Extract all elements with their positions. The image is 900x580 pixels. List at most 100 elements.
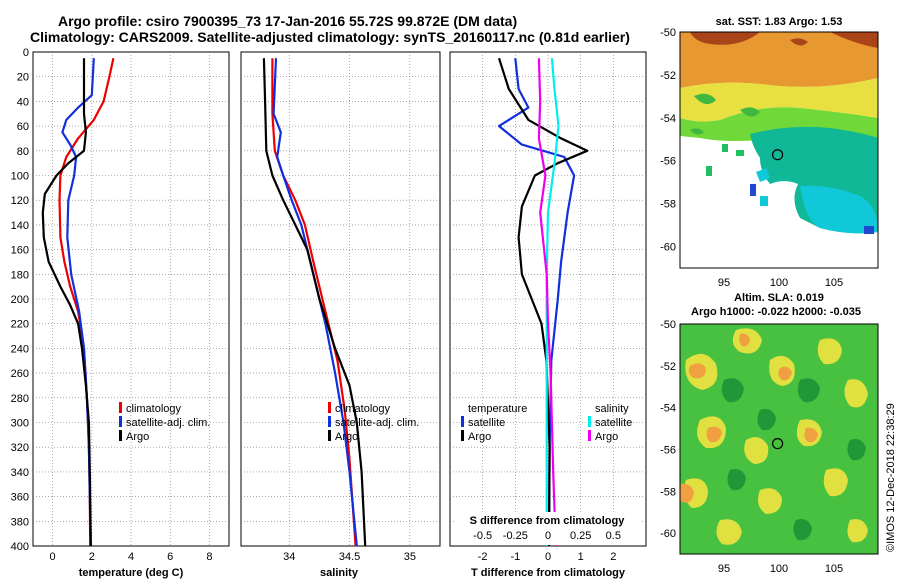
x-tick-label: 0 [50,551,56,563]
sst-lime-patches [690,93,760,135]
sla-map-tick-labels: -50 -52 -54 -56 -58 -60 95 100 105 [660,319,843,575]
depth-tick-label: 60 [17,121,29,133]
s-difference-tick-label: -0.25 [503,530,528,542]
depth-tick-label: 280 [11,393,29,405]
sla-map-panel: Altim. SLA: 0.019 Argo h1000: -0.022 h20… [660,292,879,575]
legend-label-argo: Argo [335,431,358,443]
sst-map-frame [679,31,879,269]
salinity-difference-legend: salinity satellite Argo [588,403,632,443]
sst-map-tick-labels: -50 -52 -54 -56 -58 -60 95 100 105 [660,27,843,289]
x-tick-label: 6 [167,551,173,563]
salinity-panel: 34 34.5 35 salinity climatology satellite-… [240,51,441,579]
temperature-difference-legend: temperature satellite Argo [461,403,527,443]
legend-swatch-satellite [328,416,331,427]
depth-tick-label: 380 [11,516,29,528]
x-tick-label: 34 [283,551,295,563]
figure-title-line1: Argo profile: csiro 7900395_73 17-Jan-20… [58,13,517,29]
depth-tick-label: 360 [11,492,29,504]
latitude-tick-label: -52 [660,361,676,373]
s-difference-tick-label: -0.5 [473,530,492,542]
legend-swatch-climatology [119,402,122,413]
latitude-tick-label: -50 [660,27,676,39]
sla-yellow-blobs [684,328,868,545]
series-line-salinity-satellite [545,58,560,546]
series-line-argo [262,58,367,547]
t-difference-tick-labels: -2 -1 0 1 2 [478,551,617,563]
legend-title-temperature: temperature [468,403,527,415]
salinity-legend: climatology satellite-adj. clim. Argo [328,402,419,443]
sla-map-frame [679,323,879,555]
x-tick-label: 34.5 [339,551,360,563]
difference-panel: -2 -1 0 1 2 S difference from climatology -0… [449,51,647,579]
latitude-tick-label: -58 [660,486,676,498]
s-difference-tick-label: 0.5 [606,530,621,542]
legend-swatch-s-satellite [588,416,591,427]
legend-swatch-s-argo [588,430,591,441]
legend-title-salinity: salinity [595,403,629,415]
longitude-tick-label: 105 [825,563,843,575]
credit-text: ©IMOS 12-Dec-2018 22:38:29 [885,403,897,552]
latitude-tick-label: -52 [660,70,676,82]
sst-hot-patches [690,32,878,48]
x-tick-label: 35 [404,551,416,563]
series-line-climatology [271,58,357,547]
depth-tick-labels: 0 20 40 60 80 100 120 140 160 180 200 220 240 260 280 3… [11,47,29,553]
temperature-grid [33,52,229,546]
figure-title-line2: Climatology: CARS2009. Satellite-adjuste… [30,29,630,45]
longitude-tick-label: 105 [825,277,843,289]
latitude-tick-label: -60 [660,242,676,254]
sst-warm-band [680,32,878,88]
depth-tick-label: 80 [17,146,29,158]
latitude-tick-label: -54 [660,403,676,415]
temperature-axis-label: temperature (deg C) [79,567,184,579]
longitude-tick-label: 100 [770,277,788,289]
x-tick-label: 1 [578,551,584,563]
latitude-tick-label: -60 [660,528,676,540]
series-line-argo [41,58,92,547]
sla-dark-green-blobs [721,378,866,541]
legend-label-climatology: climatology [335,403,391,415]
salinity-series [262,58,367,547]
s-difference-tick-labels: -0.5 -0.25 0 0.25 0.5 [473,530,621,542]
difference-series [497,57,589,547]
sla-orange-blobs [680,333,818,503]
latitude-tick-label: -50 [660,319,676,331]
sst-green-speckle [706,144,744,176]
depth-tick-label: 260 [11,368,29,380]
temperature-tick-labels: 0 2 4 6 8 [50,551,213,563]
depth-tick-label: 160 [11,245,29,257]
temperature-legend: climatology satellite-adj. clim. Argo [119,402,210,443]
depth-tick-label: 0 [23,47,29,59]
latitude-tick-label: -56 [660,444,676,456]
sla-map-subtitle: Argo h1000: -0.022 h2000: -0.035 [691,306,861,318]
x-tick-label: 4 [128,551,134,563]
sst-map-panel: sat. SST: 1.83 Argo: 1.53 -50-52-54-56-5… [660,16,879,289]
argo-position-marker [771,438,784,450]
sla-map-title: Altim. SLA: 0.019 [734,292,824,304]
salinity-grid [241,52,440,546]
latitude-tick-label: -54 [660,113,676,125]
longitude-tick-label: 100 [770,563,788,575]
argo-position-marker [771,149,784,161]
latitude-tick-label: -56 [660,156,676,168]
sst-yellow-band [680,78,878,122]
legend-label-t-argo: Argo [468,431,491,443]
depth-tick-label: 140 [11,220,29,232]
salinity-axis-label: salinity [320,567,359,579]
series-line-salinity-argo [537,58,557,547]
legend-swatch-argo [119,430,122,441]
depth-tick-label: 180 [11,269,29,281]
longitude-tick-label: 95 [718,563,730,575]
salinity-tick-labels: 34 34.5 35 [283,551,416,563]
depth-tick-label: 20 [17,72,29,84]
legend-label-satellite: satellite-adj. clim. [126,417,210,429]
legend-label-satellite: satellite-adj. clim. [335,417,419,429]
sst-cyan-patches [756,168,878,234]
depth-tick-label: 340 [11,467,29,479]
x-tick-label: 2 [610,551,616,563]
legend-swatch-satellite [119,416,122,427]
sst-map-title: sat. SST: 1.83 Argo: 1.53 [716,16,843,28]
t-difference-axis-label: T difference from climatology [471,567,626,579]
x-tick-label: -2 [478,551,488,563]
